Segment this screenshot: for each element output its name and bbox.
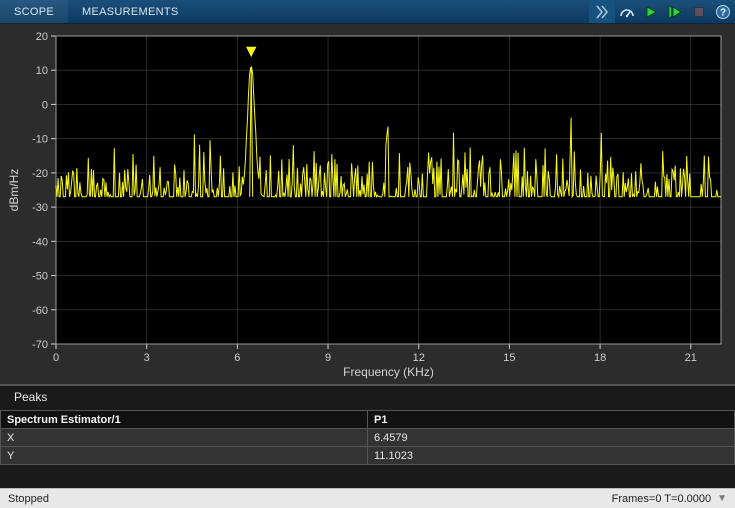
status-bar: Stopped Frames=0 T=0.0000 ▼ <box>0 488 735 508</box>
svg-text:6: 6 <box>234 352 240 364</box>
peaks-table: Spectrum Estimator/1 P1 X 6.4579 Y 11.10… <box>0 410 735 465</box>
svg-text:12: 12 <box>413 352 425 364</box>
help-icon: ? <box>715 4 731 20</box>
step-forward-icon <box>667 5 683 19</box>
svg-text:18: 18 <box>594 352 606 364</box>
play-icon <box>644 5 658 19</box>
status-left: Stopped <box>8 493 49 505</box>
svg-text:?: ? <box>720 7 726 18</box>
stop-icon <box>692 5 706 19</box>
peaks-col-1: P1 <box>368 411 735 429</box>
svg-text:Frequency (KHz): Frequency (KHz) <box>343 365 434 379</box>
toolbar-chevron <box>589 0 615 23</box>
tab-scope[interactable]: SCOPE <box>0 0 68 23</box>
svg-text:-40: -40 <box>32 236 48 248</box>
spectrum-plot[interactable]: 0 3 6 9 12 15 18 21 -70 -60 -50 -40 -30 -20 -10 0 10 20 Fr… <box>0 24 735 384</box>
tab-measurements[interactable]: MEASUREMENTS <box>68 0 193 23</box>
svg-text:-70: -70 <box>32 339 48 351</box>
peaks-panel-title: Peaks <box>0 386 735 410</box>
peaks-cell: X <box>1 429 368 447</box>
peaks-cell: 6.4579 <box>368 429 735 447</box>
peaks-cell: Y <box>1 447 368 465</box>
svg-text:9: 9 <box>325 352 331 364</box>
status-right: Frames=0 T=0.0000 <box>612 493 711 505</box>
spectrum-scope-window: SCOPE MEASUREMENTS <box>0 0 735 508</box>
svg-text:3: 3 <box>144 352 150 364</box>
toolstrip: SCOPE MEASUREMENTS <box>0 0 735 24</box>
table-row: Y 11.1023 <box>1 447 735 465</box>
run-button[interactable] <box>639 0 663 23</box>
peaks-panel: Peaks Spectrum Estimator/1 P1 X 6.4579 Y… <box>0 384 735 488</box>
svg-text:-10: -10 <box>32 134 48 146</box>
step-forward-button[interactable] <box>663 0 687 23</box>
svg-text:21: 21 <box>685 352 697 364</box>
svg-text:-60: -60 <box>32 305 48 317</box>
speed-dial-button[interactable] <box>615 0 639 23</box>
table-header-row: Spectrum Estimator/1 P1 <box>1 411 735 429</box>
svg-text:10: 10 <box>36 65 48 77</box>
peaks-col-0: Spectrum Estimator/1 <box>1 411 368 429</box>
svg-text:dBm/Hz: dBm/Hz <box>7 169 21 212</box>
help-button[interactable]: ? <box>711 0 735 23</box>
svg-text:15: 15 <box>503 352 515 364</box>
peaks-cell: 11.1023 <box>368 447 735 465</box>
spectrum-plot-svg: 0 3 6 9 12 15 18 21 -70 -60 -50 -40 -30 -20 -10 0 10 20 Fr… <box>0 24 735 384</box>
svg-text:0: 0 <box>42 99 48 111</box>
svg-text:-20: -20 <box>32 168 48 180</box>
gauge-icon <box>619 4 635 20</box>
svg-text:20: 20 <box>36 31 48 43</box>
table-row: X 6.4579 <box>1 429 735 447</box>
stop-button[interactable] <box>687 0 711 23</box>
svg-text:-30: -30 <box>32 202 48 214</box>
svg-text:-50: -50 <box>32 271 48 283</box>
svg-text:0: 0 <box>53 352 59 364</box>
status-dropdown-icon[interactable]: ▼ <box>717 493 727 504</box>
